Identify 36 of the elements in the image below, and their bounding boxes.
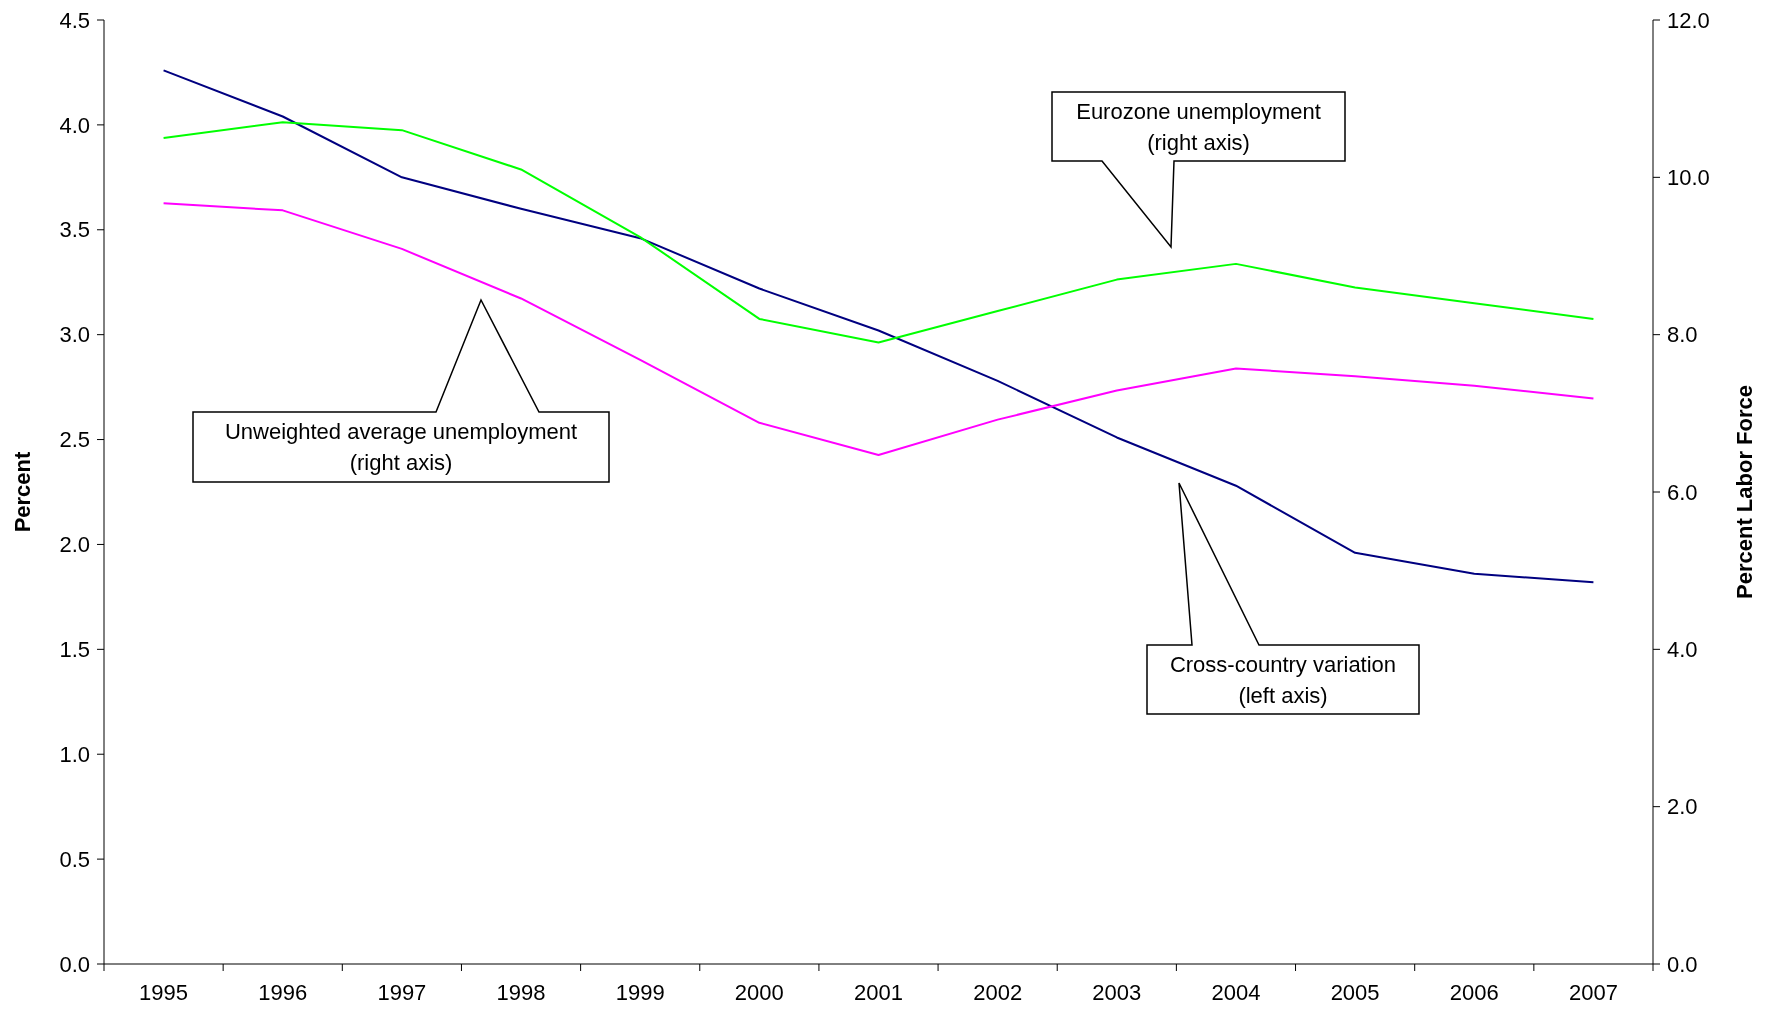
y-tick-label: 3.5 xyxy=(59,217,90,243)
y2-tick-label: 2.0 xyxy=(1667,794,1698,820)
x-tick-label: 1999 xyxy=(615,980,665,1005)
x-tick-label: 2003 xyxy=(1092,980,1142,1005)
x-tick-label: 2001 xyxy=(854,980,903,1005)
y2-tick-label: 4.0 xyxy=(1667,637,1698,663)
y2-tick-label: 8.0 xyxy=(1667,322,1698,348)
x-tick-label: 1998 xyxy=(496,980,546,1005)
x-tick-label: 2004 xyxy=(1211,980,1261,1005)
y2-tick-label: 0.0 xyxy=(1667,951,1698,977)
annotation: Unweighted average unemployment (right axis) xyxy=(224,419,578,476)
y-tick-label: 0.5 xyxy=(59,846,90,872)
x-tick-label: 1995 xyxy=(139,980,189,1005)
y2-axis-title: Percent Labor Force xyxy=(1732,385,1757,599)
y-tick-label: 4.5 xyxy=(59,7,90,33)
y-tick-label: 1.5 xyxy=(59,637,90,663)
y-tick-label: 0.0 xyxy=(59,951,90,977)
y-tick-label: 1.0 xyxy=(59,741,90,767)
y-tick-label: 4.0 xyxy=(59,112,90,138)
x-tick-label: 2006 xyxy=(1449,980,1499,1005)
annotation: Eurozone unemployment (right axis) xyxy=(1076,98,1321,155)
y2-tick-label: 10.0 xyxy=(1667,165,1710,191)
x-tick-label: 2005 xyxy=(1330,980,1380,1005)
y-tick-label: 3.0 xyxy=(59,322,90,348)
y-tick-label: 2.0 xyxy=(59,532,90,558)
line-series xyxy=(162,69,1595,584)
x-tick-label: 2000 xyxy=(734,980,784,1005)
y2-tick-label: 12.0 xyxy=(1667,7,1710,33)
x-tick-label: 1997 xyxy=(377,980,427,1005)
y2-tick-label: 6.0 xyxy=(1667,479,1698,505)
y-axis-title: Percent xyxy=(10,450,35,533)
x-tick-label: 1996 xyxy=(258,980,308,1005)
annotation: Cross-country variation (left axis) xyxy=(1169,651,1397,708)
y-tick-label: 2.5 xyxy=(59,427,90,453)
x-tick-label: 2002 xyxy=(973,980,1023,1005)
x-tick-label: 2007 xyxy=(1568,980,1618,1005)
